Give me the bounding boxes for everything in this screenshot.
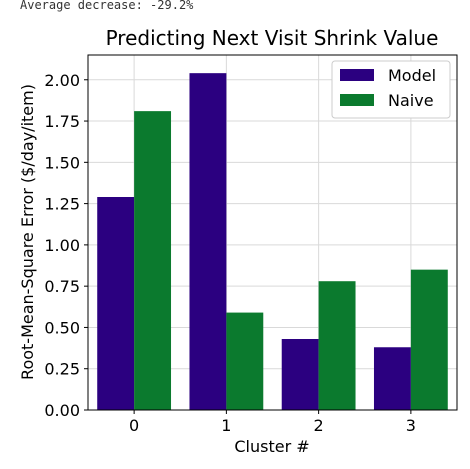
bar-naive-cluster-0: [134, 111, 172, 411]
y-tick-label: 2.00: [44, 71, 80, 90]
console-output-line: Average decrease: -29.2%: [20, 0, 194, 12]
y-tick-label: 0.50: [44, 318, 80, 337]
legend-swatch-model: [340, 69, 374, 81]
bar-model-cluster-3: [373, 347, 411, 410]
chart-title: Predicting Next Visit Shrink Value: [106, 26, 439, 50]
y-tick-label: 1.50: [44, 153, 80, 172]
bars: [97, 73, 448, 411]
bar-model-cluster-2: [281, 339, 319, 410]
y-tick-label: 0.25: [44, 360, 80, 379]
y-tick-label: 0.00: [44, 401, 80, 420]
x-tick-label: 1: [221, 416, 231, 435]
x-tick-label: 2: [314, 416, 324, 435]
x-tick-label: 3: [406, 416, 416, 435]
y-axis: 0.00 0.25 0.50 0.75 1.00 1.25 1.50 1.75 2.00: [44, 71, 88, 420]
legend-label-naive: Naive: [388, 91, 434, 110]
plot-frame: [87, 54, 458, 411]
y-tick-label: 1.25: [44, 195, 80, 214]
y-axis-label: Root-Mean-Square Error ($/day/item): [18, 84, 37, 380]
y-tick-label: 1.75: [44, 112, 80, 131]
bar-model-cluster-0: [97, 197, 135, 410]
x-axis-label: Cluster #: [234, 437, 309, 456]
legend-swatch-naive: [340, 94, 374, 106]
legend-label-model: Model: [388, 66, 436, 85]
bar-model-cluster-1: [189, 73, 227, 411]
bar-naive-cluster-3: [410, 269, 448, 410]
bar-naive-cluster-1: [226, 312, 264, 410]
x-tick-label: 0: [129, 416, 139, 435]
y-tick-label: 1.00: [44, 236, 80, 255]
x-axis: 0 1 2 3: [129, 410, 416, 435]
legend: Model Naive: [331, 60, 451, 119]
y-tick-label: 0.75: [44, 277, 80, 296]
bar-naive-cluster-2: [318, 281, 356, 410]
